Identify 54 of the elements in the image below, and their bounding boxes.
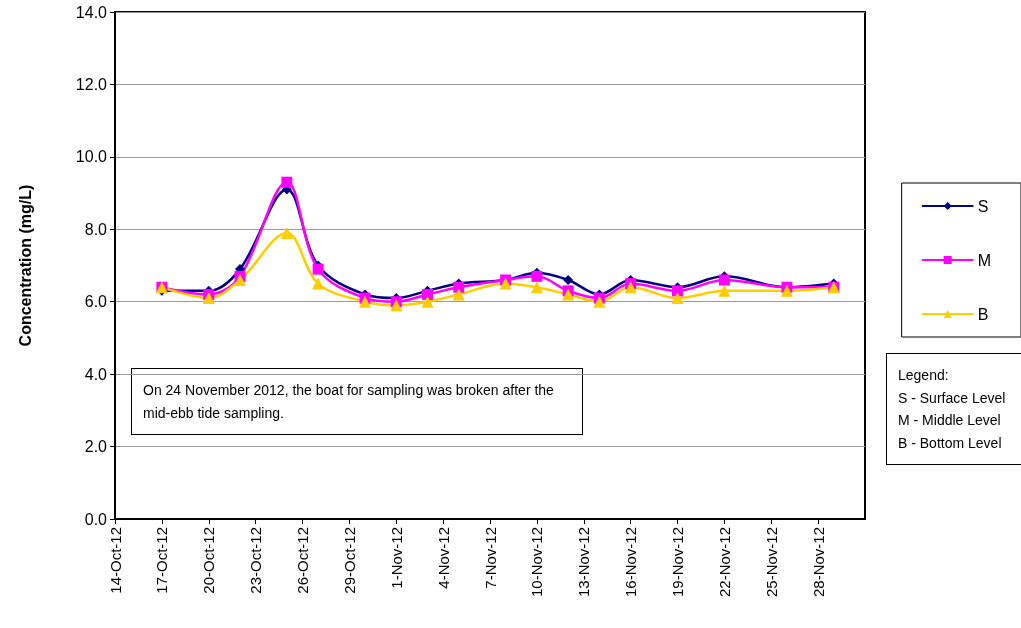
point [312,263,324,275]
x-tick-label: 28-Nov-12 [809,527,827,598]
point [531,270,543,282]
point [202,292,215,305]
y-tick-label: 4.0 [84,365,108,383]
point [312,277,325,290]
x-tick-label: 25-Nov-12 [762,527,780,598]
x-tick-label: 17-Oct-12 [153,527,171,594]
point [718,284,731,297]
x-tick-label: 16-Nov-12 [622,527,640,598]
point [530,281,543,294]
point [453,281,465,293]
point [624,281,637,294]
y-tick-label: 12.0 [75,75,108,93]
point [280,226,293,239]
x-tick-label: 13-Nov-12 [575,527,593,598]
point [562,288,575,301]
x-tick-label: 22-Nov-12 [715,527,733,598]
x-tick-label: 20-Oct-12 [200,527,218,594]
annotation: On 24 November 2012, the boat for sampling was broken after the mid-ebb tide sampling. [143,382,558,421]
legend-label: B [977,305,989,323]
legend-label: S [977,197,989,215]
point [421,295,434,308]
x-tick-label: 14-Oct-12 [106,527,124,594]
y-tick-label: 14.0 [75,3,108,21]
text: Legend: S - Surface Level M - Middle Level B - Bottom Level [898,367,1006,451]
point [672,285,683,297]
point [281,176,293,188]
x-tick-label: 26-Oct-12 [294,527,311,594]
legend-label: M [977,251,991,269]
point [780,284,793,297]
y-tick-label: 8.0 [84,220,108,238]
point [671,292,684,305]
point [452,288,465,301]
y-tick-label: 6.0 [84,293,108,311]
y-tick-label: 0.0 [84,510,108,528]
point [359,295,371,308]
y-axis-title: Concentration (mg/L) [16,184,34,347]
x-tick-label: 29-Oct-12 [340,527,358,594]
x-tick-label: 10-Nov-12 [528,527,546,598]
point [234,273,246,286]
x-tick-label: 23-Oct-12 [247,527,265,594]
point [422,288,433,300]
x-tick-label: 4-Nov-12 [434,527,452,589]
point [390,299,403,312]
x-tick-label: 19-Nov-12 [669,527,686,598]
x-tick-label: 1-Nov-12 [387,527,405,589]
point [718,274,730,286]
x-tick-label: 7-Nov-12 [481,527,499,589]
y-tick-label: 2.0 [84,438,108,456]
point [593,295,606,308]
point [563,274,574,285]
point [499,277,512,290]
y-tick-label: 10.0 [75,148,108,166]
